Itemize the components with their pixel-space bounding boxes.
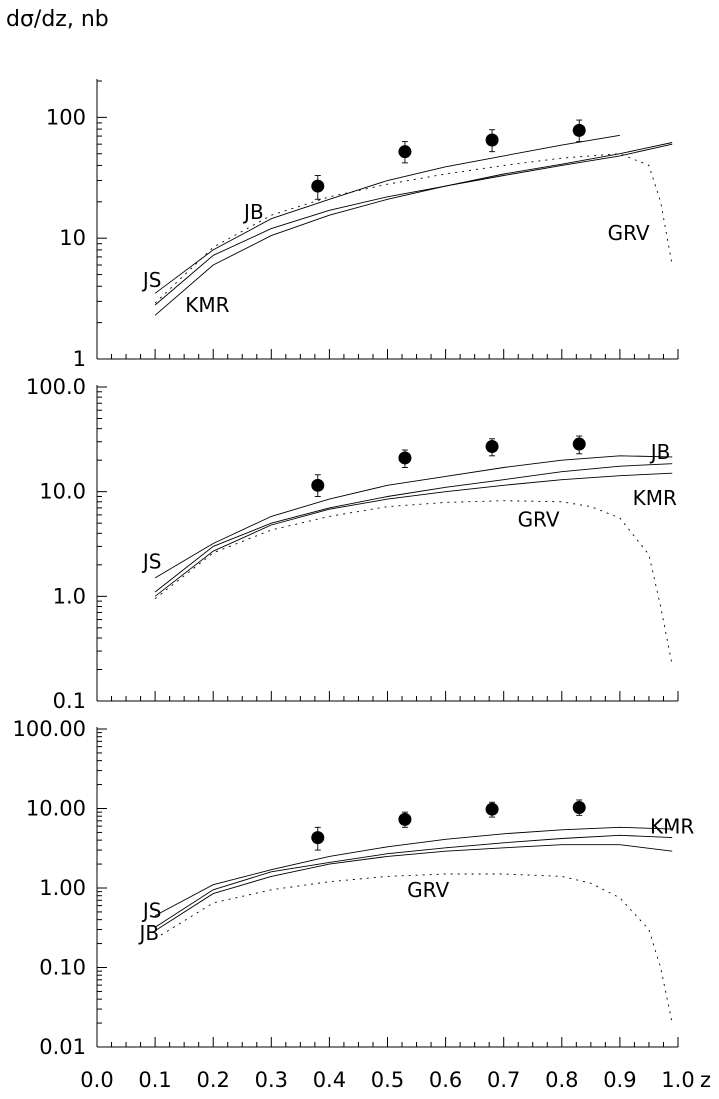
x-tick-label: 0.2 — [196, 1068, 229, 1092]
x-tick-label: 0.3 — [255, 1068, 288, 1092]
y-tick-label: 1 — [73, 347, 86, 371]
series-line-kmr — [154, 142, 673, 316]
y-axis-title: dσ/dz, nb — [6, 7, 109, 32]
x-axis-title: z — [700, 1068, 711, 1092]
series-label-grv: GRV — [518, 508, 560, 532]
series-label-grv: GRV — [407, 878, 449, 902]
series-label-js: JS — [141, 268, 162, 292]
series-label-jb: JB — [137, 921, 159, 945]
y-tick-label: 1.00 — [39, 876, 86, 900]
series-label-jb: JB — [649, 440, 671, 464]
x-tick-label: 0.6 — [429, 1068, 462, 1092]
data-point — [311, 826, 325, 851]
data-point — [485, 801, 499, 818]
x-tick-label: 0.7 — [487, 1068, 520, 1092]
data-marker — [311, 831, 325, 845]
data-marker — [398, 145, 412, 159]
data-marker — [572, 800, 586, 814]
data-point — [572, 799, 586, 816]
series-line-grv — [154, 500, 673, 666]
y-tick-label: 10.00 — [26, 797, 86, 821]
panel-bottom: 0.01 0.10 1.00 10.00 100.00 0.0 0.1 0.2 0.3 0.4 0.… — [13, 717, 695, 1092]
x-tick-label: 0.8 — [545, 1068, 578, 1092]
panel-middle: 0.1 1.0 10.0 100.0 JS JB KMR GRV — [26, 375, 679, 713]
data-marker — [398, 812, 412, 826]
data-point — [485, 438, 499, 457]
series-label-js: JS — [141, 550, 162, 574]
x-tick-label: 0.0 — [80, 1068, 113, 1092]
data-point — [311, 474, 325, 497]
y-tick-label: 100 — [46, 105, 86, 129]
panel-top: 1 10 100 JS JB KMR GRV — [46, 79, 679, 371]
series-label-kmr: KMR — [650, 815, 694, 839]
data-point — [398, 141, 412, 164]
series-label-kmr: KMR — [185, 293, 229, 317]
y-tick-label: 1.0 — [53, 584, 86, 608]
y-tick-label: 10 — [59, 226, 86, 250]
series-line-grv — [154, 873, 673, 1024]
data-marker — [311, 478, 325, 492]
series-line-kmr — [154, 472, 673, 597]
series-line-jb — [154, 844, 673, 932]
x-tick-label: 0.4 — [313, 1068, 346, 1092]
series-label-js: JS — [141, 899, 162, 923]
data-marker — [398, 451, 412, 465]
series-line-kmr — [154, 834, 673, 928]
series-line-grv — [154, 153, 673, 304]
series-line-jb — [154, 463, 673, 593]
data-point — [398, 811, 412, 828]
data-marker — [485, 133, 499, 147]
x-tick-label: 0.5 — [371, 1068, 404, 1092]
data-point — [572, 119, 586, 143]
y-tick-label: 0.10 — [39, 956, 86, 980]
data-point — [572, 435, 586, 455]
series-line-js — [154, 134, 620, 294]
data-marker — [311, 179, 325, 193]
series-line-jb — [154, 143, 673, 306]
x-tick-label: 0.1 — [138, 1068, 171, 1092]
y-tick-label: 100.0 — [26, 375, 86, 399]
series-line-js — [154, 826, 673, 916]
data-marker — [485, 802, 499, 816]
x-tick-label: 0.9 — [603, 1068, 636, 1092]
data-marker — [485, 440, 499, 454]
x-tick-label: 1.0 — [661, 1068, 694, 1092]
y-tick-label: 0.01 — [39, 1035, 86, 1059]
data-marker — [572, 123, 586, 137]
data-point — [485, 129, 499, 153]
data-point — [398, 449, 412, 468]
y-tick-label: 0.1 — [53, 689, 86, 713]
series-label-kmr: KMR — [633, 486, 677, 510]
series-label-jb: JB — [242, 200, 264, 224]
y-tick-label: 10.0 — [39, 480, 86, 504]
series-label-grv: GRV — [608, 221, 650, 245]
data-marker — [572, 437, 586, 451]
data-point — [311, 175, 325, 200]
series-line-js — [154, 455, 673, 579]
y-tick-label: 100.00 — [13, 717, 86, 741]
